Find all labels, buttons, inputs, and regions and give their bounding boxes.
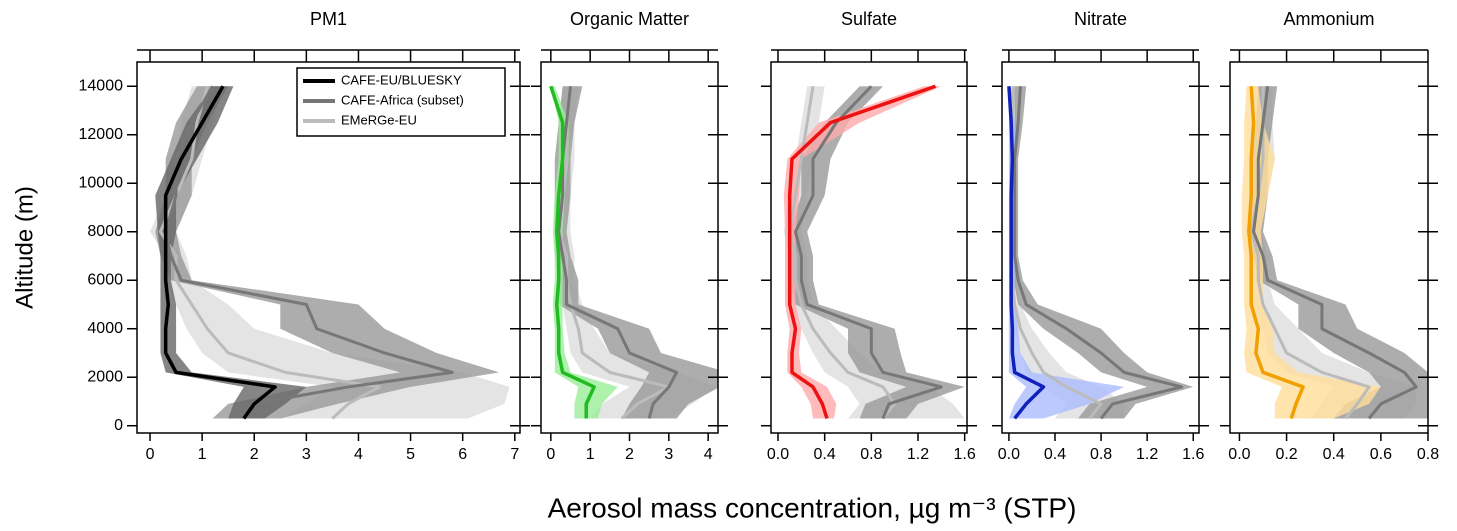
panel-title: Ammonium bbox=[1283, 9, 1374, 29]
x-tick-label: 6 bbox=[458, 446, 467, 463]
median-line bbox=[163, 85, 277, 420]
x-tick-label: 4 bbox=[354, 446, 363, 463]
plot-area bbox=[549, 85, 718, 420]
x-tick-label: 0.8 bbox=[1090, 446, 1112, 463]
x-tick-label: 0.0 bbox=[1228, 446, 1250, 463]
y-tick-label: 14000 bbox=[79, 77, 124, 94]
panel-title: Sulfate bbox=[841, 9, 897, 29]
median-line bbox=[1007, 86, 1046, 420]
median-line bbox=[1252, 86, 1418, 420]
x-tick-label: 1.2 bbox=[907, 446, 929, 463]
plot-frame bbox=[136, 61, 521, 434]
x-tick-label: 2 bbox=[625, 446, 634, 463]
panel-title: Nitrate bbox=[1074, 9, 1127, 29]
x-tick-label: 0.0 bbox=[767, 446, 789, 463]
legend-label: CAFE-Africa (subset) bbox=[341, 92, 464, 107]
x-tick-label: 1.2 bbox=[1136, 446, 1158, 463]
y-axis-label: Altitude (m) bbox=[11, 186, 38, 309]
range-band bbox=[783, 86, 965, 419]
range-band bbox=[150, 86, 510, 419]
plot-frame bbox=[770, 61, 968, 434]
range-band bbox=[550, 86, 618, 419]
panel-title: Organic Matter bbox=[570, 9, 689, 29]
range-band bbox=[1008, 86, 1125, 419]
median-line bbox=[549, 85, 596, 419]
x-tick-label: 5 bbox=[406, 446, 415, 463]
range-band bbox=[554, 86, 717, 419]
range-band bbox=[1246, 86, 1417, 419]
median-line bbox=[1249, 86, 1371, 420]
x-tick-label: 0 bbox=[146, 446, 155, 463]
median-line bbox=[794, 85, 943, 420]
range-band bbox=[554, 86, 718, 419]
x-tick-label: 0.8 bbox=[860, 446, 882, 463]
x-tick-label: 3 bbox=[664, 446, 673, 463]
x-tick-label: 0.6 bbox=[1370, 446, 1392, 463]
range-band bbox=[155, 86, 307, 419]
y-tick-label: 0 bbox=[114, 417, 123, 434]
x-tick-label: 0 bbox=[546, 446, 555, 463]
x-tick-label: 2 bbox=[250, 446, 259, 463]
x-tick-label: 0.4 bbox=[1044, 446, 1066, 463]
x-tick-label: 3 bbox=[302, 446, 311, 463]
x-tick-label: 7 bbox=[510, 446, 519, 463]
median-line bbox=[788, 86, 897, 420]
y-tick-label: 4000 bbox=[87, 320, 123, 337]
median-line bbox=[164, 85, 454, 420]
y-tick-label: 8000 bbox=[87, 223, 123, 240]
x-tick-label: 0.8 bbox=[1417, 446, 1439, 463]
x-tick-label: 0.0 bbox=[998, 446, 1020, 463]
x-tick-label: 0.2 bbox=[1275, 446, 1297, 463]
x-tick-label: 4 bbox=[704, 446, 713, 463]
median-line bbox=[1247, 86, 1305, 419]
x-tick-label: 1.6 bbox=[1182, 446, 1204, 463]
x-tick-label: 1.6 bbox=[954, 446, 976, 463]
y-tick-label: 12000 bbox=[79, 126, 124, 143]
plot-area bbox=[1007, 86, 1194, 420]
panel-title: PM1 bbox=[310, 9, 347, 29]
x-tick-label: 0.4 bbox=[1323, 446, 1345, 463]
range-band bbox=[1011, 86, 1194, 419]
legend-label: EMeRGe-EU bbox=[341, 112, 417, 127]
y-tick-label: 10000 bbox=[79, 174, 124, 191]
median-line bbox=[787, 84, 937, 419]
legend-label: CAFE-EU/BLUESKY bbox=[341, 72, 462, 87]
plot-area bbox=[150, 85, 510, 420]
x-tick-label: 1 bbox=[586, 446, 595, 463]
x-tick-label: 1 bbox=[198, 446, 207, 463]
plot-area bbox=[1241, 86, 1428, 420]
x-axis-label: Aerosol mass concentration, µg m⁻³ (STP) bbox=[548, 492, 1077, 523]
plot-area bbox=[783, 84, 965, 420]
median-line bbox=[1013, 86, 1184, 420]
y-tick-label: 2000 bbox=[87, 368, 123, 385]
range-band bbox=[789, 86, 965, 419]
y-tick-label: 6000 bbox=[87, 271, 123, 288]
plot-frame bbox=[1229, 61, 1429, 434]
median-line bbox=[557, 86, 671, 420]
x-tick-label: 0.4 bbox=[814, 446, 836, 463]
